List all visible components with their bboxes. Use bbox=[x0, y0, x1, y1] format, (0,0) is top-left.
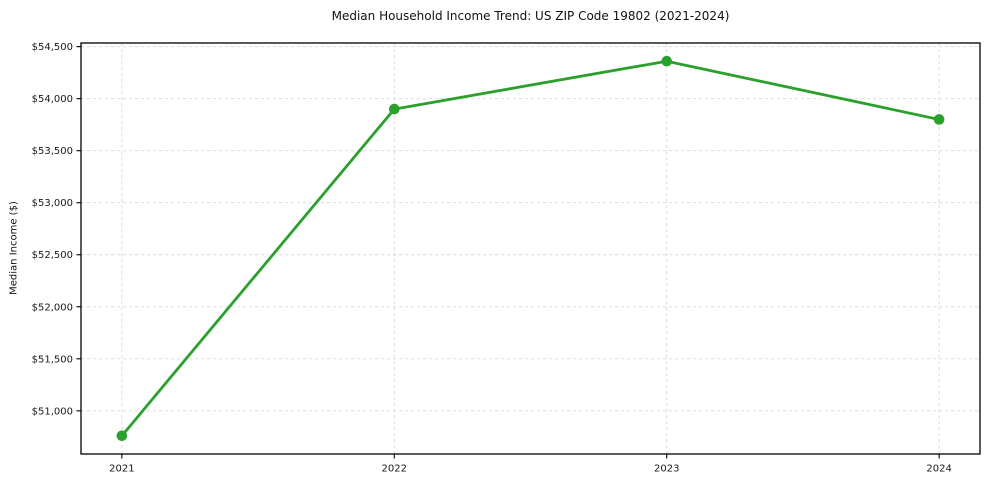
y-tick-label: $53,000 bbox=[32, 198, 73, 209]
y-tick-label: $53,500 bbox=[32, 146, 73, 157]
tick-marks bbox=[76, 46, 940, 459]
x-tick-label: 2024 bbox=[926, 464, 951, 475]
data-point-markers bbox=[116, 55, 945, 442]
income-trend-line bbox=[120, 59, 941, 438]
gridlines bbox=[81, 43, 980, 454]
x-tick-label: 2023 bbox=[654, 464, 679, 475]
x-tick-label: 2022 bbox=[382, 464, 407, 475]
y-tick-label: $51,500 bbox=[32, 354, 73, 365]
data-point bbox=[933, 114, 945, 125]
x-tick-label: 2021 bbox=[109, 464, 134, 475]
chart-title: Median Household Income Trend: US ZIP Co… bbox=[331, 9, 730, 23]
plot-border bbox=[80, 42, 981, 455]
y-tick-label: $54,500 bbox=[32, 42, 73, 53]
y-tick-label: $52,500 bbox=[32, 250, 73, 261]
tick-labels: $51,000 $51,500 $52,000 $52,500 $53,000 $53,5… bbox=[32, 42, 952, 474]
y-tick-label: $51,000 bbox=[32, 406, 73, 417]
data-point bbox=[661, 55, 673, 67]
y-tick-label: $54,000 bbox=[32, 94, 73, 105]
y-tick-label: $52,000 bbox=[32, 302, 73, 313]
data-point bbox=[388, 103, 400, 115]
data-point bbox=[116, 430, 128, 442]
